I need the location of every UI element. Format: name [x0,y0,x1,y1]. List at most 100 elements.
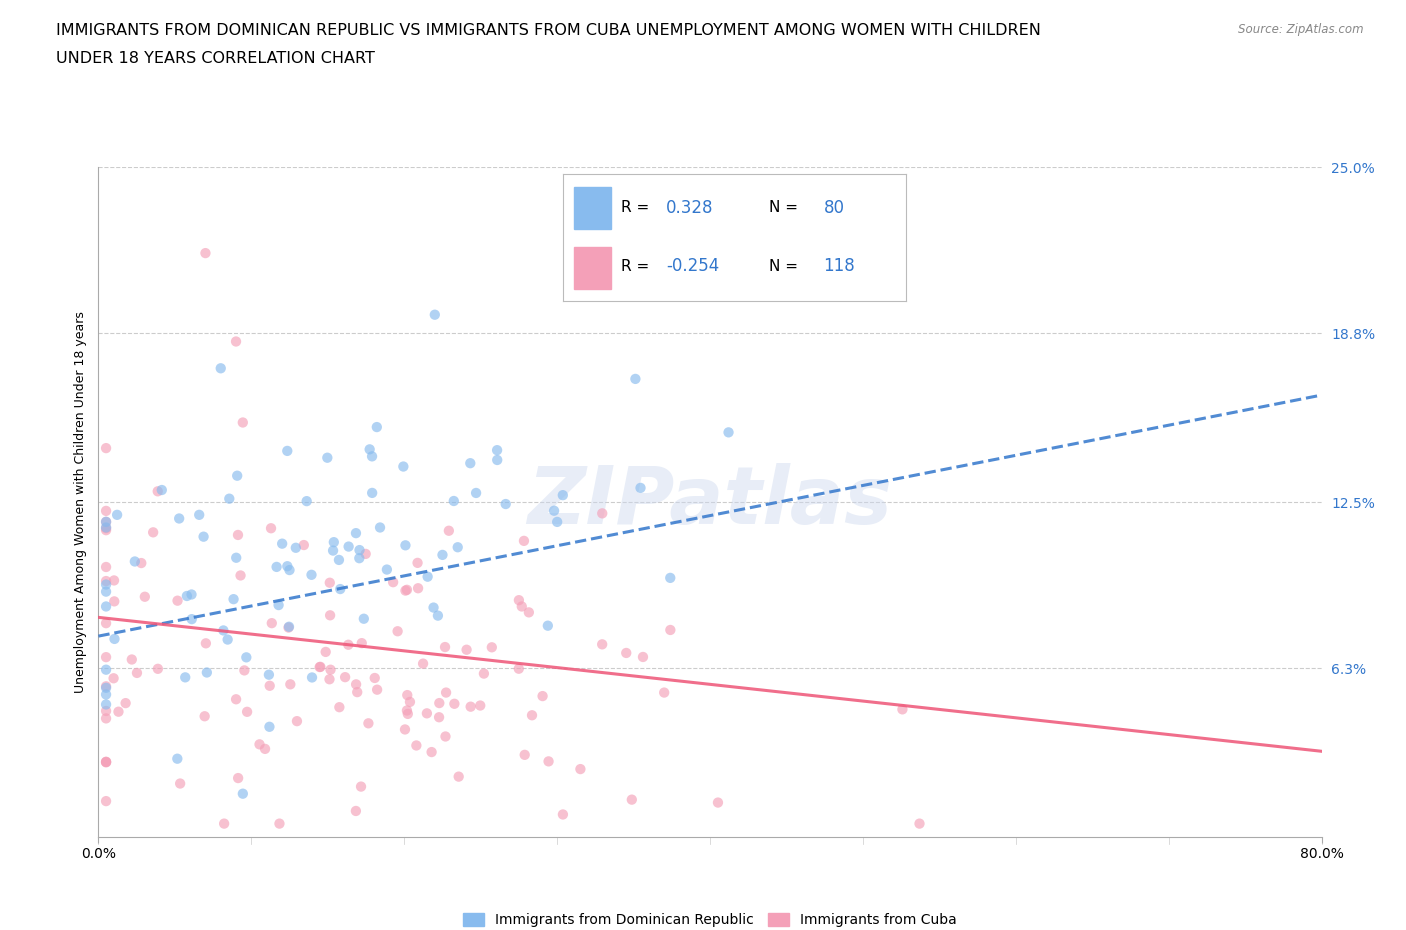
Point [395,582,418,597]
Point [394,538,416,552]
Point [396,687,419,702]
Point [195,665,218,680]
Point [366,419,388,434]
Point [416,706,439,721]
Point [285,713,308,728]
Point [659,622,682,637]
Point [353,611,375,626]
Point [226,527,249,542]
Point [495,497,517,512]
Point [531,688,554,703]
Point [94,711,117,725]
Point [212,623,235,638]
Point [319,608,342,623]
Point [94,681,117,696]
Point [412,657,434,671]
Point [546,514,568,529]
Point [631,649,654,664]
Point [278,619,301,634]
Point [180,587,202,602]
Point [114,696,136,711]
Point [420,745,443,760]
Point [346,684,368,699]
Point [235,650,257,665]
Point [591,506,613,521]
Legend: Immigrants from Dominican Republic, Immigrants from Cuba: Immigrants from Dominican Republic, Immi… [458,908,962,930]
Point [359,442,381,457]
Point [443,494,465,509]
Point [517,604,540,619]
Point [364,671,387,685]
Point [344,525,367,540]
Point [259,719,281,734]
Point [284,540,307,555]
Point [315,644,337,659]
Point [94,560,117,575]
Point [614,645,637,660]
Point [344,804,367,818]
Point [94,514,117,529]
Point [121,652,143,667]
Point [276,559,298,574]
Point [267,598,290,613]
Point [470,698,492,713]
Point [209,361,232,376]
Point [167,512,190,526]
Point [508,592,530,607]
Point [94,523,117,538]
Point [537,618,560,633]
Point [551,487,574,502]
Point [308,659,330,674]
Point [329,581,352,596]
Point [513,534,536,549]
Y-axis label: Unemployment Among Women with Children Under 18 years: Unemployment Among Women with Children U… [75,312,87,693]
Point [193,529,215,544]
Point [569,762,592,777]
Point [94,662,117,677]
Point [350,636,373,651]
Point [447,769,470,784]
Point [319,576,342,591]
Point [427,710,450,724]
Point [94,574,117,589]
Point [434,729,457,744]
Point [105,508,128,523]
Point [395,703,418,718]
Point [259,678,281,693]
Point [194,246,217,260]
Point [350,779,373,794]
Point [344,677,367,692]
Point [630,481,652,496]
Point [94,578,117,592]
Point [94,687,117,702]
Point [94,754,117,769]
Point [94,441,117,456]
Point [94,521,117,536]
Point [260,521,283,536]
Point [458,456,481,471]
Point [423,307,446,322]
Point [166,593,188,608]
Point [169,777,191,791]
Point [222,591,245,606]
Point [277,620,299,635]
Point [212,817,235,831]
Point [396,707,419,722]
Point [194,636,217,651]
Point [537,754,560,769]
Point [551,807,574,822]
Point [226,771,249,786]
Point [225,551,247,565]
Point [257,667,280,682]
Point [94,793,117,808]
Point [232,415,254,430]
Point [513,748,536,763]
Point [217,632,239,647]
Point [322,535,344,550]
Point [94,679,117,694]
Point [134,590,156,604]
Point [427,696,450,711]
Point [103,631,125,646]
Point [150,483,173,498]
Point [481,640,503,655]
